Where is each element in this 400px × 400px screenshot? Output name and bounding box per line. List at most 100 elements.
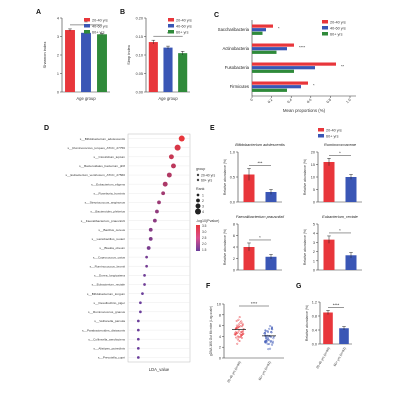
panel-F-point [264, 332, 267, 334]
panel-E-sub-y-tick-label: 6 [233, 234, 235, 238]
panel-C-sig-label: * [313, 83, 315, 88]
panel-D-point [136, 319, 140, 323]
panel-E-sub-y-tick-label: 0.0 [230, 201, 235, 205]
panel-G-category-label: 20-40 yrs (n=90) [315, 347, 331, 370]
panel-E-sub-y-tick-label: 0 [233, 269, 235, 273]
panel-D-xlabel: LDA_value [149, 367, 170, 372]
panel-D-category-label: s__Coprococcus_catus [93, 255, 126, 259]
panel-G-y-tick-label: 0.4 [312, 329, 317, 333]
panel-E-sub-y-tick-label: 10 [311, 176, 315, 180]
panel-D-point [136, 337, 140, 341]
panel-D-category-label: s__Ruminococcus_torques_ATCC_27756 [67, 146, 125, 150]
panel-E-bar [265, 192, 277, 202]
panel-F-point [237, 336, 240, 339]
panel-E-ylabel: Relative abundance (%) [303, 159, 307, 195]
panel-D-legend-size-marker [196, 198, 200, 203]
panel-E-sig-label: * [259, 235, 261, 240]
panel-F-point [268, 343, 271, 346]
panel-G-y-tick-label: 0.8 [312, 315, 317, 319]
panel-D-point [136, 356, 140, 359]
panel-D-category-label: s__Bacteroides_plebeius [90, 210, 125, 214]
panel-D-point [152, 218, 157, 223]
panel-C-x-tick-label: 1.0 [345, 98, 351, 104]
panel-C-sig-label: ** [341, 64, 345, 69]
panel-label: F [206, 283, 211, 290]
panel-D-point [139, 310, 142, 314]
panel-C-bar [252, 66, 315, 70]
panel-C-bar [252, 43, 294, 47]
panel-D-legend-size-marker [195, 203, 201, 209]
panel-F-point [265, 336, 268, 339]
panel-C-xlabel: Mean proportions (%) [283, 108, 326, 113]
panel-F-point [264, 329, 267, 332]
panel-G-category-label: 60+ yrs (n=92) [333, 347, 347, 368]
panel-E-subplot-title: Eubacterium_rectale [322, 214, 359, 219]
panel-D-point [136, 346, 140, 350]
panel-A-bar [65, 30, 75, 92]
panel-B-legend-label: 40-60 yrs [176, 24, 192, 28]
panel-D-category-label: s__Clostridium_leptum [94, 155, 126, 159]
panel-F-point [237, 318, 240, 321]
panel-A-legend-swatch [84, 18, 90, 22]
panel-E-sub-y-tick-label: 4 [313, 232, 315, 236]
panel-E-sub-y-tick-label: 5 [313, 223, 315, 227]
panel-D-point [174, 144, 181, 151]
panel-A-y-tick-label: 3 [57, 35, 59, 39]
panel-E-legend-swatch [318, 128, 324, 132]
panel-C-bar [252, 31, 263, 35]
panel-B-y-tick-label: 0.00 [136, 91, 143, 95]
panel-B-ylabel: Simp index [126, 45, 131, 65]
panel-D-category-label: s__Prevotella_copri [98, 356, 125, 360]
panel-label: E [210, 125, 215, 132]
panel-F-category-label: 20-40 yrs (n=90) [226, 361, 242, 384]
panel-D-legend-label: 20-40 yrs [201, 173, 215, 177]
panel-E-sub-y-tick-label: 0.5 [230, 176, 235, 180]
panel-A-sig-label: ** [84, 20, 88, 25]
panel-F-sig-label: **** [251, 301, 258, 306]
panel-A-y-tick-label: 2 [57, 54, 59, 58]
panel-F-point [235, 319, 238, 322]
panel-D-colorbar-label: 3.5 [202, 224, 207, 228]
panel-D-legend-size-marker [196, 193, 200, 197]
panel-F-point [270, 330, 272, 333]
panel-F-point [238, 316, 241, 319]
panel-D-colorbar-label: 3.0 [202, 230, 207, 234]
panel-B-y-tick-label: 0.20 [136, 17, 143, 21]
panel-D-legend-title: -log10(Pvalue) [196, 219, 219, 223]
panel-D-category-label: s__Lactobacillus_reuteri [92, 237, 126, 241]
panel-D-point [171, 163, 176, 169]
panel-E-subplot-title: Faecalibacterium prausnitzii [236, 214, 284, 219]
panel-E-sub-y-tick-label: 1.0 [230, 151, 235, 155]
panel-D-point [143, 274, 146, 277]
panel-D-category-label: s__Faecalibacterium_prausnitzii [81, 219, 126, 223]
panel-D-category-label: s__Eubacterium_ventriosum_ATCC_27560 [66, 173, 126, 177]
panel-G-y-tick-label: 1.2 [312, 301, 317, 305]
panel-D-point [178, 135, 185, 142]
panel-E-bar [345, 255, 357, 270]
panel-A-y-tick-label: 0 [57, 91, 59, 95]
panel-A-legend-swatch [84, 30, 90, 34]
panel-B-bar [163, 47, 173, 92]
panel-D-category-label: s__Blautia_obeum [99, 246, 125, 250]
panel-E-ylabel: Relative abundance (%) [303, 229, 307, 265]
panel-C-x-tick-label: 0.6 [306, 98, 312, 104]
panel-C-bar [252, 69, 294, 73]
panel-C-category-label: Actinobacteria [222, 46, 249, 51]
panel-A-legend-label: 60+ yrs [92, 30, 105, 34]
panel-F-point [239, 332, 242, 335]
panel-E-sig-label: * [339, 228, 341, 233]
panel-F-point [270, 326, 273, 329]
panel-label: C [214, 12, 219, 19]
panel-C-bar [252, 85, 301, 89]
panel-C-bar [252, 88, 287, 92]
panel-F-point [240, 320, 243, 323]
panel-C-legend-swatch [322, 32, 328, 36]
panel-F-point [269, 347, 272, 350]
panel-D-point [168, 154, 174, 160]
panel-C-bar [252, 47, 287, 51]
panel-C-bar [252, 81, 308, 85]
panel-B-y-tick-label: 0.10 [136, 54, 143, 58]
panel-D-point [145, 255, 148, 259]
panel-C-bar [252, 24, 273, 28]
